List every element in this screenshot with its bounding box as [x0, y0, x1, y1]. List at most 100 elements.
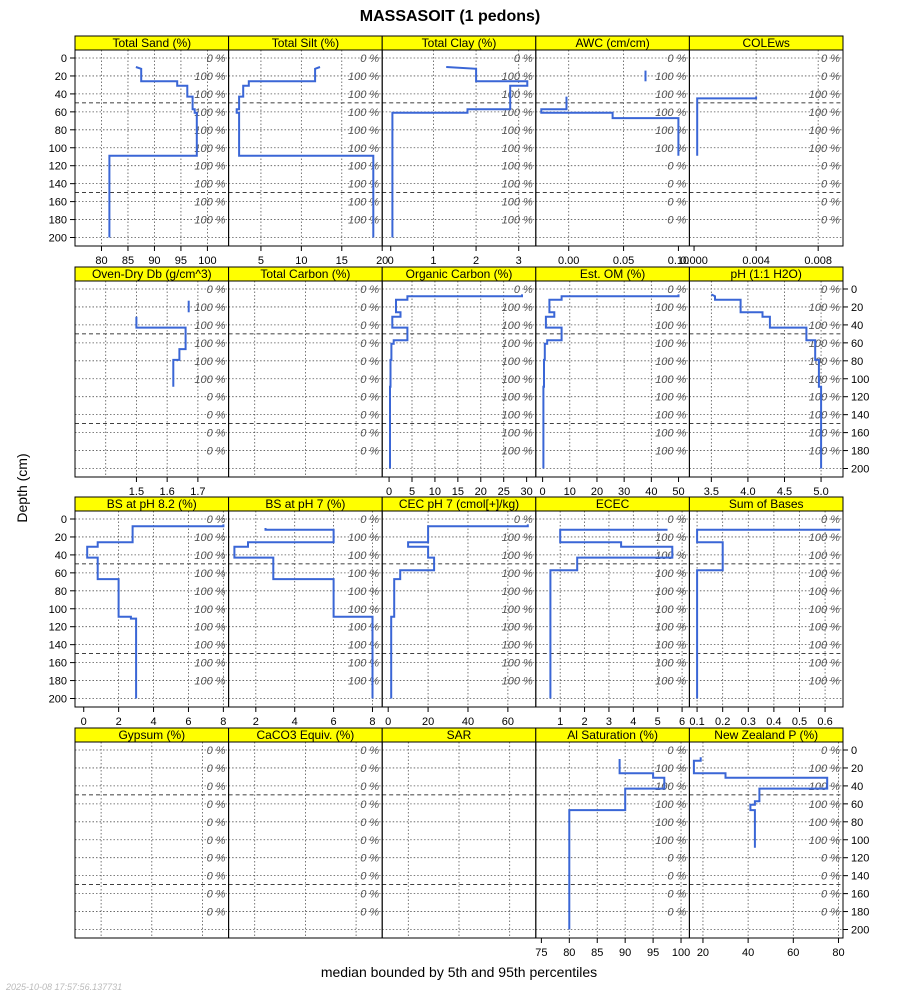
x-tick-label: 90 — [619, 947, 631, 959]
median-profile-line — [692, 757, 829, 848]
depth-tick-label: 180 — [851, 446, 869, 458]
x-tick-label: 1 — [557, 716, 563, 728]
depth-tick-label: 80 — [55, 586, 67, 598]
percent-label: 100 % — [655, 532, 686, 544]
x-tick-label: 95 — [647, 947, 659, 959]
percent-label: 100 % — [194, 586, 225, 598]
percent-label: 0 % — [821, 71, 840, 83]
depth-tick-label: 100 — [49, 143, 67, 155]
percent-label: 0 % — [360, 284, 379, 296]
x-tick-label: 2 — [253, 716, 259, 728]
panel-title: Oven-Dry Db (g/cm^3) — [92, 267, 212, 281]
panel-total-clay: Total Clay (%) 0 % 100 % 100 % 100 % 100 % 100… — [381, 35, 537, 267]
x-tick-label: 95 — [175, 255, 187, 267]
x-tick-label: 5 — [258, 255, 264, 267]
x-tick-label: 0 — [386, 486, 392, 498]
percent-label: 100 % — [655, 320, 686, 332]
median-profile-line — [710, 293, 823, 469]
percent-label: 100 % — [655, 799, 686, 811]
percent-label: 100 % — [194, 604, 225, 616]
panel-frame — [688, 280, 844, 478]
percent-label: 100 % — [502, 71, 533, 83]
percent-label: 0 % — [207, 889, 226, 901]
depth-tick-label: 40 — [851, 781, 863, 793]
median-profile-line — [233, 528, 374, 699]
percent-label: 100 % — [809, 835, 840, 847]
percent-label: 0 % — [207, 410, 226, 422]
percent-label: 100 % — [809, 320, 840, 332]
percent-label: 0 % — [821, 853, 840, 865]
panel-title: Sum of Bases — [729, 497, 804, 511]
percent-label: 0 % — [360, 53, 379, 65]
panel-total-sand: Total Sand (%) 0 % 100 % 100 % 100 % 100 % 100… — [74, 35, 230, 267]
median-profile-line — [696, 96, 758, 156]
depth-tick-label: 120 — [851, 392, 869, 404]
percent-label: 0 % — [821, 161, 840, 173]
percent-label: 0 % — [207, 799, 226, 811]
percent-label: 100 % — [502, 89, 533, 101]
x-tick-label: 0.6 — [817, 716, 832, 728]
percent-label: 100 % — [809, 586, 840, 598]
x-tick-label: 10 — [295, 255, 307, 267]
panel-sar: SAR — [381, 727, 537, 939]
panel-title: AWC (cm/cm) — [575, 36, 649, 50]
depth-tick-label: 20 — [851, 302, 863, 314]
percent-label: 0 % — [360, 799, 379, 811]
x-tick-label: 15 — [336, 255, 348, 267]
x-tick-label: 20 — [591, 486, 603, 498]
percent-label: 0 % — [667, 284, 686, 296]
percent-label: 100 % — [655, 835, 686, 847]
percent-label: 100 % — [194, 302, 225, 314]
percent-label: 100 % — [502, 532, 533, 544]
percent-label: 0 % — [207, 853, 226, 865]
depth-tick-label: 0 — [61, 514, 67, 526]
percent-label: 100 % — [502, 197, 533, 209]
panel-title: ECEC — [596, 497, 630, 511]
percent-label: 100 % — [502, 550, 533, 562]
percent-label: 100 % — [348, 586, 379, 598]
x-tick-label: 5 — [655, 716, 661, 728]
x-tick-label: 1.6 — [160, 486, 175, 498]
percent-label: 100 % — [655, 586, 686, 598]
median-profile-line — [390, 524, 529, 699]
percent-label: 100 % — [502, 125, 533, 137]
x-tick-label: 3 — [516, 255, 522, 267]
depth-tick-label: 160 — [851, 889, 869, 901]
percent-label: 100 % — [502, 215, 533, 227]
percent-label: 100 % — [348, 89, 379, 101]
percent-label: 0 % — [360, 871, 379, 883]
depth-tick-label: 0 — [61, 53, 67, 65]
percent-label: 100 % — [194, 125, 225, 137]
x-tick-label: 40 — [462, 716, 474, 728]
percent-label: 100 % — [502, 392, 533, 404]
percent-label: 0 % — [207, 53, 226, 65]
median-profile-line — [540, 96, 680, 156]
percent-label: 100 % — [809, 428, 840, 440]
panel-frame — [688, 510, 844, 708]
percent-label: 0 % — [360, 781, 379, 793]
x-tick-label: 5 — [409, 486, 415, 498]
percent-label: 0 % — [821, 53, 840, 65]
x-tick-label: 60 — [502, 716, 514, 728]
x-tick-label: 1.5 — [129, 486, 144, 498]
percent-label: 0 % — [360, 374, 379, 386]
depth-tick-label: 80 — [55, 125, 67, 137]
percent-label: 0 % — [360, 907, 379, 919]
percent-label: 100 % — [809, 817, 840, 829]
percent-label: 100 % — [655, 338, 686, 350]
x-tick-label: 0 — [81, 716, 87, 728]
median-profile-line — [391, 66, 529, 238]
panel-title: Total Silt (%) — [272, 36, 339, 50]
percent-label: 100 % — [348, 622, 379, 634]
percent-label: 100 % — [348, 550, 379, 562]
percent-label: 100 % — [809, 374, 840, 386]
panel-row-4: 0 20 40 60 80 100 120 140 160 180 200 Gypsum (%) 0 %… — [74, 727, 869, 959]
percent-label: 0 % — [821, 745, 840, 757]
percent-label: 0 % — [360, 338, 379, 350]
percent-label: 100 % — [194, 374, 225, 386]
percent-label: 100 % — [348, 604, 379, 616]
x-tick-label: 4 — [292, 716, 298, 728]
percent-label: 100 % — [809, 338, 840, 350]
x-tick-label: 40 — [645, 486, 657, 498]
